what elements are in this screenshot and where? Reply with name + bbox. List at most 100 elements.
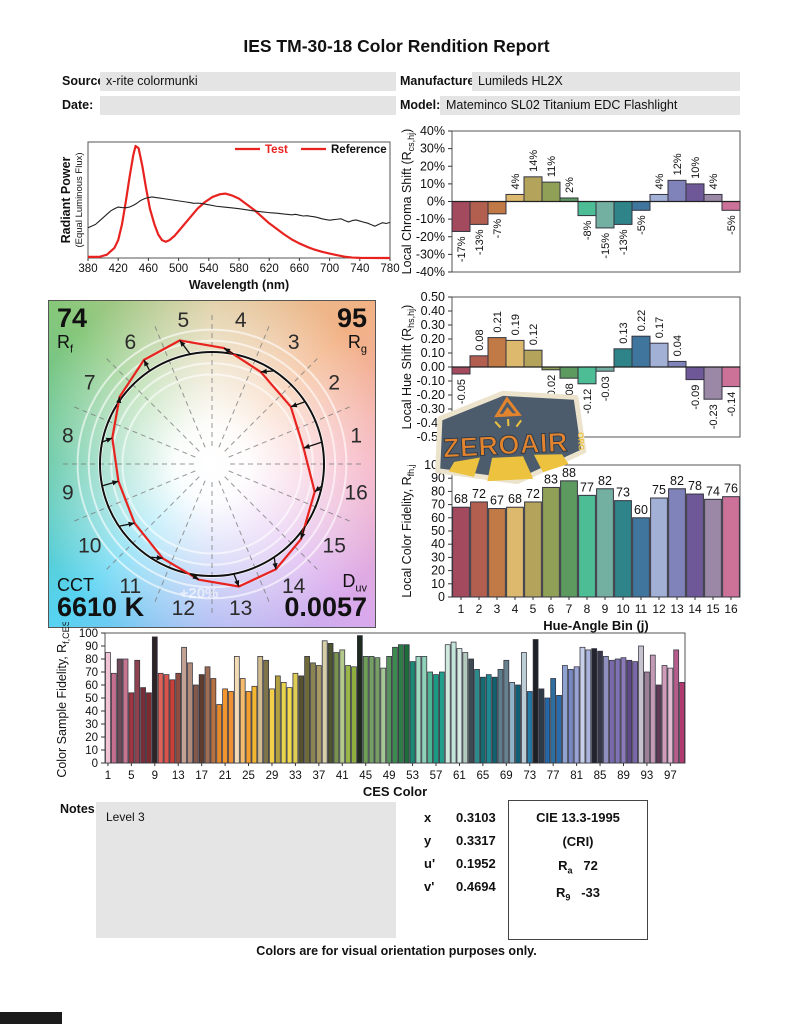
svg-text:12%: 12% (672, 153, 684, 175)
svg-text:5: 5 (128, 770, 134, 782)
svg-text:25: 25 (242, 770, 255, 782)
page-title: IES TM-30-18 Color Rendition Report (243, 36, 550, 56)
svg-text:14: 14 (282, 575, 306, 598)
svg-text:17: 17 (195, 770, 208, 782)
svg-text:660: 660 (290, 263, 309, 275)
svg-text:70: 70 (431, 498, 445, 512)
svg-text:41: 41 (336, 770, 349, 782)
svg-text:49: 49 (383, 770, 396, 782)
svg-text:9: 9 (152, 770, 158, 782)
rf-score: 74 Rf (57, 303, 88, 356)
svg-text:50: 50 (431, 524, 445, 538)
svg-text:-0.05: -0.05 (456, 379, 468, 404)
chromaticity-row-x: x 0.3103 (424, 810, 496, 825)
svg-text:7: 7 (566, 602, 573, 616)
svg-text:69: 69 (500, 770, 513, 782)
svg-text:11: 11 (635, 602, 648, 616)
svg-text:80: 80 (85, 654, 98, 666)
duv-value: 0.0057 (284, 592, 367, 623)
svg-text:72: 72 (526, 487, 540, 501)
svg-text:-17%: -17% (456, 236, 468, 262)
svg-text:4%: 4% (708, 173, 720, 189)
duv-readout: Duv 0.0057 (284, 570, 367, 623)
model-label: Model: (400, 98, 441, 112)
svg-text:Local Hue Shift (Rhs,hj): Local Hue Shift (Rhs,hj) (400, 305, 416, 430)
svg-text:420: 420 (109, 263, 128, 275)
svg-text:0.22: 0.22 (636, 310, 648, 331)
svg-text:3: 3 (288, 331, 300, 354)
svg-text:Reference: Reference (331, 144, 387, 156)
svg-text:10%: 10% (420, 177, 445, 191)
notes-label: Notes: (60, 802, 99, 816)
svg-text:1: 1 (105, 770, 111, 782)
svg-text:2: 2 (328, 371, 340, 394)
svg-text:12: 12 (652, 602, 666, 616)
svg-text:83: 83 (544, 472, 558, 486)
svg-text:29: 29 (266, 770, 279, 782)
svg-text:0.08: 0.08 (474, 329, 486, 350)
svg-text:9: 9 (62, 482, 74, 505)
svg-text:-15%: -15% (600, 233, 612, 259)
svg-text:21: 21 (219, 770, 232, 782)
chromaticity-row-y: y 0.3317 (424, 833, 496, 848)
svg-text:20%: 20% (420, 159, 445, 173)
rf-value: 74 (57, 303, 88, 333)
svg-text:40: 40 (431, 537, 445, 551)
svg-text:Local Chroma Shift (Rcs,hj): Local Chroma Shift (Rcs,hj) (400, 129, 416, 275)
svg-text:11%: 11% (546, 156, 558, 177)
svg-text:0.40: 0.40 (421, 304, 445, 318)
svg-text:77: 77 (580, 480, 594, 494)
svg-text:2: 2 (476, 602, 483, 616)
badge-org-label: ORG (576, 432, 586, 451)
svg-text:(Equal Luminous Flux): (Equal Luminous Flux) (74, 152, 85, 247)
manufacturer-field: Lumileds HL2X (472, 72, 740, 91)
svg-text:68: 68 (454, 492, 468, 506)
svg-text:580: 580 (229, 263, 248, 275)
svg-text:45: 45 (359, 770, 372, 782)
svg-text:80: 80 (431, 484, 445, 498)
svg-text:0.30: 0.30 (421, 318, 445, 332)
svg-text:-0.23: -0.23 (708, 404, 720, 429)
svg-text:4: 4 (512, 602, 519, 616)
svg-text:740: 740 (350, 263, 369, 275)
svg-text:37: 37 (312, 770, 325, 782)
cie-ra: Ra 72 (558, 858, 598, 876)
svg-text:0.20: 0.20 (421, 332, 445, 346)
svg-text:3: 3 (494, 602, 501, 616)
svg-text:-13%: -13% (618, 229, 630, 255)
svg-text:77: 77 (547, 770, 560, 782)
svg-text:74: 74 (706, 484, 720, 498)
svg-text:2%: 2% (564, 177, 576, 193)
manufacturer-label: Manufacturer: (400, 74, 484, 88)
svg-text:1: 1 (458, 602, 465, 616)
footer-disclaimer: Colors are for visual orientation purpos… (256, 944, 537, 958)
cct-value: 6610 K (57, 592, 145, 623)
svg-text:1: 1 (350, 424, 362, 447)
svg-text:-8%: -8% (582, 220, 594, 240)
svg-text:700: 700 (320, 263, 339, 275)
chromaticity-row-u: u' 0.1952 (424, 856, 496, 871)
bottom-edge-artifact (0, 1012, 62, 1024)
svg-text:5: 5 (177, 309, 189, 332)
svg-text:14%: 14% (528, 150, 540, 172)
badge-rays-bottom (448, 454, 569, 482)
svg-text:0.50: 0.50 (421, 290, 445, 304)
svg-text:61: 61 (453, 770, 466, 782)
svg-text:90: 90 (85, 641, 98, 653)
color-vector-graphic: 1 2 3 4 5 6 7 8 9 10 11 12 13 14 15 16 +20% 74 Rf 95 Rg … (48, 300, 376, 628)
svg-text:97: 97 (664, 770, 677, 782)
cri-summary-box: CIE 13.3-1995 (CRI) Ra 72 R9 -33 (508, 800, 648, 940)
cie-title: CIE 13.3-1995 (536, 810, 620, 825)
svg-text:-13%: -13% (474, 229, 486, 255)
model-field: Mateminco SL02 Titanium EDC Flashlight (440, 96, 740, 115)
svg-text:81: 81 (570, 770, 583, 782)
svg-text:0.04: 0.04 (672, 335, 684, 356)
zeroair-watermark-badge: ZEROAIR ORG (435, 390, 587, 485)
svg-text:82: 82 (670, 474, 684, 488)
svg-text:460: 460 (139, 263, 158, 275)
svg-text:82: 82 (598, 474, 612, 488)
svg-text:9: 9 (602, 602, 609, 616)
svg-text:100: 100 (79, 628, 98, 640)
svg-text:60: 60 (431, 511, 445, 525)
